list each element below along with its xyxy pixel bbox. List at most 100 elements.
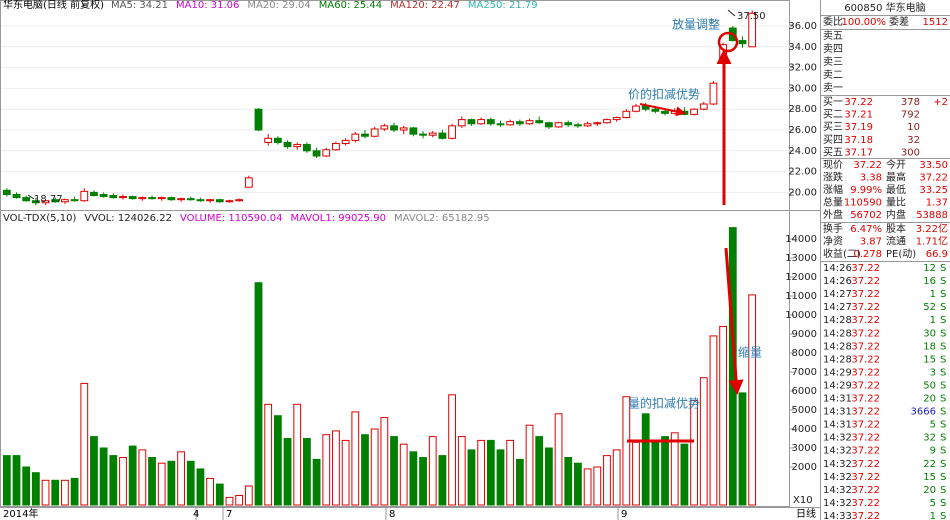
trade-time: 14:29: [823, 380, 852, 391]
trade-price: 37.22: [851, 498, 880, 509]
volume-bar: [264, 403, 273, 506]
value: 66.9: [926, 249, 948, 260]
trade-time: 14:32: [823, 446, 852, 457]
volume-bar: [41, 479, 50, 506]
date-label: 2014年: [3, 507, 38, 520]
trade-side: S: [940, 420, 946, 431]
y-tick-label: 11000: [785, 291, 817, 302]
volume-bar: [2, 455, 11, 506]
volume-bar: [128, 445, 137, 506]
volume-header-label: MAVOL2: 65182.95: [394, 213, 490, 224]
trade-price: 37.22: [851, 354, 880, 365]
volume-bar: [177, 451, 185, 506]
candle-body: [448, 125, 456, 139]
trade-side: S: [940, 511, 946, 520]
trade-price: 37.22: [851, 289, 880, 300]
trade-time: 14:28: [823, 341, 852, 352]
volume-bar: [486, 439, 495, 506]
trade-time: 14:29: [823, 367, 852, 378]
trade-price: 37.22: [851, 302, 880, 313]
ma-label: MA5: 34.21: [111, 0, 168, 11]
trade-price: 37.22: [851, 407, 880, 418]
label: 净资: [823, 235, 843, 248]
trade-time: 14:31: [823, 407, 852, 418]
trade-side: S: [940, 263, 946, 274]
volume-bar: [496, 449, 505, 506]
label: 量比: [886, 197, 906, 209]
trade-side: S: [940, 394, 946, 405]
volume-bar: [361, 434, 369, 506]
date-label: 8: [389, 509, 395, 520]
trade-side: S: [940, 276, 946, 287]
label: PE(动): [886, 248, 916, 260]
trade-time: 14:31: [823, 394, 852, 405]
candle-body: [322, 149, 331, 157]
y-tick-label: 12000: [785, 272, 817, 283]
candle-body: [661, 110, 669, 114]
chart-title: 华东电脑(日线 前复权): [3, 0, 104, 11]
candle-body: [332, 143, 340, 151]
trade-side: S: [940, 407, 946, 418]
value: 37.22: [853, 160, 882, 171]
y-tick-label: 24.00: [788, 146, 817, 157]
candle-body: [206, 199, 214, 202]
low-label: 18.77: [34, 194, 63, 205]
label: 涨跌: [823, 171, 843, 184]
volume-bar: [254, 282, 263, 506]
candle-body: [51, 199, 60, 203]
volume-bar: [51, 479, 60, 506]
value: 53888: [916, 210, 948, 221]
label: 卖一: [823, 82, 843, 94]
ma-label: MA20: 29.04: [247, 0, 310, 11]
volume-bar: [719, 325, 728, 506]
scale-label: X10: [793, 495, 813, 506]
volume-bar: [632, 441, 640, 506]
volume-bar: [312, 458, 321, 506]
period-label: 日线: [796, 507, 816, 520]
trade-price: 37.22: [851, 485, 880, 496]
label: 买五: [823, 146, 843, 158]
trade-time: 14:32: [823, 485, 852, 496]
volume-header-label: VVOL: 124026.22: [84, 213, 172, 224]
trade-side: S: [940, 341, 946, 352]
candle-body: [380, 125, 389, 130]
volume-bar: [467, 449, 476, 506]
candle-body: [157, 197, 166, 200]
date-label: 9: [621, 509, 627, 520]
candle-body: [70, 199, 79, 202]
candle-body: [186, 198, 195, 201]
value: 6.47%: [850, 224, 882, 235]
candle-body: [264, 137, 273, 143]
annotation: 放量调整: [672, 17, 720, 32]
candle-body: [603, 119, 611, 124]
trade-side: S: [940, 328, 946, 339]
price: 37.22: [844, 97, 873, 108]
label: 总量: [823, 196, 843, 209]
trade-volume: 52: [923, 302, 936, 313]
candle-body: [2, 189, 11, 195]
label: 买一: [823, 96, 843, 108]
trade-price: 37.22: [851, 341, 880, 352]
y-tick-label: 26.00: [788, 125, 817, 136]
arrow: [724, 247, 744, 395]
trade-volume: 5: [930, 420, 936, 431]
volume-bar: [641, 413, 650, 506]
volume-bar: [351, 411, 360, 506]
volume-bar: [554, 413, 563, 506]
value: 110590: [844, 198, 882, 209]
y-tick-label: 22.00: [788, 167, 817, 178]
price: 37.19: [844, 122, 873, 133]
trade-volume: 1: [930, 511, 936, 520]
trade-volume: 50: [923, 380, 936, 391]
high-pointer: [727, 9, 736, 17]
volume-bar: [603, 455, 611, 506]
label: 卖五: [823, 30, 843, 42]
trade-volume: 20: [923, 394, 936, 405]
volume-bar: [186, 460, 195, 506]
ma-label: MA60: 25.44: [319, 0, 382, 11]
candle-body: [486, 119, 495, 125]
trade-price: 37.22: [851, 276, 880, 287]
trade-time: 14:28: [823, 315, 852, 326]
volume-bar: [273, 415, 282, 506]
volume-bar: [293, 403, 302, 506]
